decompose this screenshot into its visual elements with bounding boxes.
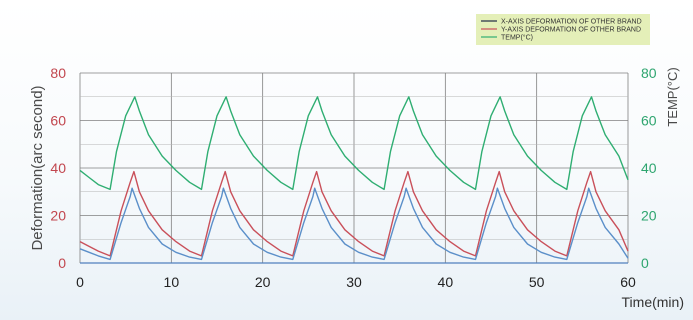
y-right-tick-label: 60 <box>641 113 657 129</box>
legend-background <box>476 14 650 45</box>
series-layer <box>79 96 629 264</box>
legend: X-AXIS DEFORMATION OF OTHER BRANDY-AXIS … <box>476 14 650 45</box>
y-right-tick-label: 40 <box>641 160 657 176</box>
y-left-tick-label: 40 <box>50 160 66 176</box>
legend-label: Y-AXIS DEFORMATION OF OTHER BRAND <box>501 27 641 34</box>
grid <box>79 72 629 264</box>
x-tick-label: 30 <box>346 274 362 290</box>
y-left-tick-label: 20 <box>50 208 66 224</box>
legend-label: TEMP(°C) <box>501 34 533 42</box>
x-tick-label: 10 <box>164 274 180 290</box>
tick-labels: 0 20 40 60 80 0 20 40 60 80 0 10 20 30 40 50 60 <box>50 65 656 290</box>
y-right-tick-label: 0 <box>641 255 649 271</box>
x-tick-label: 60 <box>620 274 636 290</box>
legend-label: X-AXIS DEFORMATION OF OTHER BRAND <box>501 19 642 26</box>
x-axis-title: Time(min) <box>622 294 684 310</box>
x-tick-label: 40 <box>438 274 454 290</box>
x-tick-label: 20 <box>255 274 271 290</box>
y-axis-left-title: Deformation(arc second) <box>29 85 46 250</box>
y-deformation-line <box>79 170 629 257</box>
y-axis-right-title: TEMP(°C) <box>665 67 680 126</box>
y-left-tick-label: 80 <box>50 65 66 81</box>
y-right-tick-label: 80 <box>641 65 657 81</box>
temp-line <box>79 96 629 191</box>
y-left-tick-label: 0 <box>58 255 66 271</box>
y-left-tick-label: 60 <box>50 113 66 129</box>
y-right-tick-label: 20 <box>641 208 657 224</box>
blue-deformation-line <box>79 187 629 261</box>
x-tick-label: 0 <box>76 274 84 290</box>
x-tick-label: 50 <box>529 274 545 290</box>
